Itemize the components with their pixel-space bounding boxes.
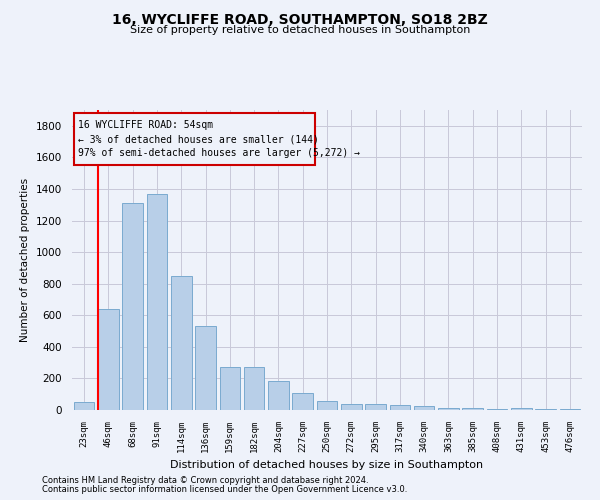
Bar [122, 203, 143, 410]
Text: Contains HM Land Registry data © Crown copyright and database right 2024.: Contains HM Land Registry data © Crown c… [42, 476, 368, 485]
Bar [560, 409, 580, 410]
Bar [341, 404, 362, 410]
Bar [463, 408, 483, 410]
Bar [74, 402, 94, 410]
Bar [146, 194, 167, 410]
Y-axis label: Number of detached properties: Number of detached properties [20, 178, 31, 342]
Bar [389, 406, 410, 410]
Bar [438, 408, 459, 410]
FancyBboxPatch shape [74, 113, 315, 166]
Bar [487, 409, 508, 410]
Bar [414, 406, 434, 410]
Bar [292, 394, 313, 410]
Bar [244, 366, 265, 410]
Text: 16 WYCLIFFE ROAD: 54sqm
← 3% of detached houses are smaller (144)
97% of semi-de: 16 WYCLIFFE ROAD: 54sqm ← 3% of detached… [78, 120, 360, 158]
Bar [535, 409, 556, 410]
Bar [365, 404, 386, 410]
Bar [220, 366, 240, 410]
Bar [268, 381, 289, 410]
Bar [511, 408, 532, 410]
Text: 16, WYCLIFFE ROAD, SOUTHAMPTON, SO18 2BZ: 16, WYCLIFFE ROAD, SOUTHAMPTON, SO18 2BZ [112, 12, 488, 26]
Bar [98, 309, 119, 410]
Bar [317, 400, 337, 410]
Text: Size of property relative to detached houses in Southampton: Size of property relative to detached ho… [130, 25, 470, 35]
Bar [195, 326, 216, 410]
X-axis label: Distribution of detached houses by size in Southampton: Distribution of detached houses by size … [170, 460, 484, 470]
Text: Contains public sector information licensed under the Open Government Licence v3: Contains public sector information licen… [42, 485, 407, 494]
Bar [171, 276, 191, 410]
